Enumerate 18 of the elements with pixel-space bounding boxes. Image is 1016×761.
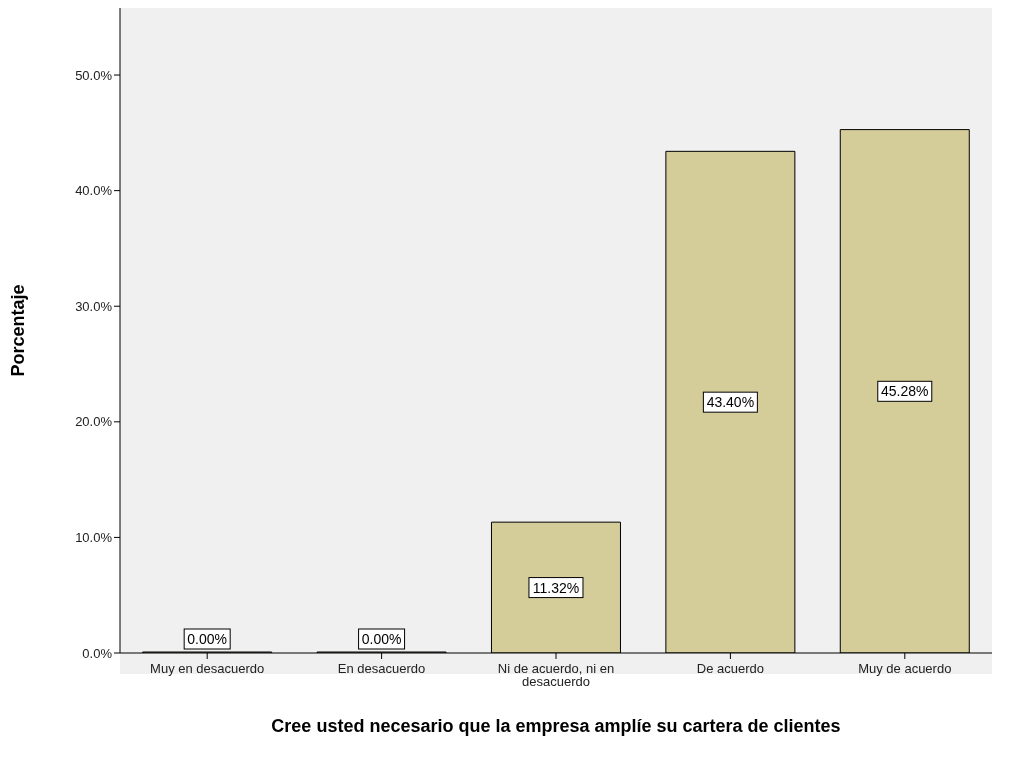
data-label: 11.32% [532, 579, 580, 596]
data-label: 0.00% [361, 631, 402, 647]
x-axis-title: Cree usted necesario que la empresa amplíe su cartera de clientes [271, 715, 841, 736]
x-tick-label: De acuerdo [696, 661, 765, 676]
x-tick-label: Muy de acuerdo [858, 661, 952, 676]
data-label: 0.00% [187, 631, 228, 647]
y-tick-label: 10.0% [75, 530, 113, 546]
y-axis-title: Porcentaje [8, 284, 29, 377]
y-tick-label: 20.0% [75, 414, 113, 430]
x-tick-label: Ni de acuerdo, ni en desacuerdo [497, 661, 615, 689]
y-tick-label: 0.0% [82, 645, 113, 661]
y-tick-label: 30.0% [75, 298, 113, 314]
data-label: 45.28% [881, 383, 929, 400]
data-label: 43.40% [706, 394, 755, 411]
x-tick-label: Muy en desacuerdo [150, 661, 265, 676]
x-tick-label: En desacuerdo [337, 661, 426, 676]
y-tick-label: 40.0% [75, 183, 113, 199]
y-tick-label: 50.0% [75, 67, 113, 83]
